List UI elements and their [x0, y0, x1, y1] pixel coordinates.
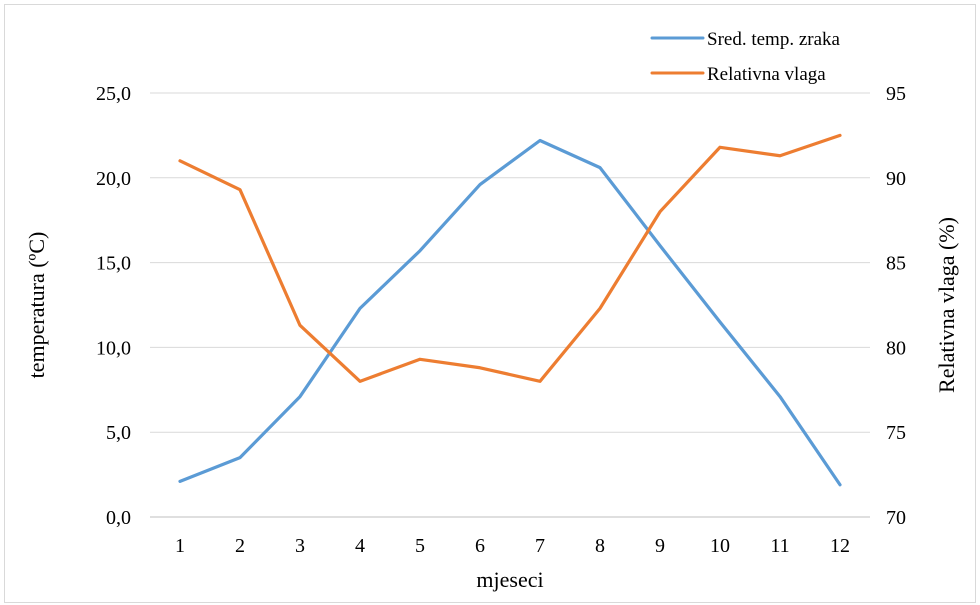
x-axis-ticks: 1 2 3 4 5 6 7 8 9 10 11 12	[175, 535, 850, 557]
y2-tick-label: 80	[886, 337, 906, 359]
series-lines	[178, 133, 842, 487]
y2-tick-label: 95	[886, 83, 906, 105]
y2-tick-label: 90	[886, 168, 906, 190]
chart-frame	[4, 4, 976, 603]
x-tick-label: 1	[175, 535, 185, 557]
x-tick-label: 7	[535, 535, 545, 557]
x-tick-label: 8	[595, 535, 605, 557]
y-axis-title: temperatura (ºC)	[24, 232, 49, 379]
x-tick-label: 10	[710, 535, 730, 557]
legend: Sred. temp. zraka Relativna vlaga	[650, 29, 841, 85]
x-tick-label: 4	[355, 535, 365, 557]
y2-tick-label: 85	[886, 253, 906, 275]
x-tick-label: 5	[415, 535, 425, 557]
y-tick-label: 25,0	[96, 83, 131, 105]
temperature-series-line	[178, 138, 842, 487]
y-tick-label: 10,0	[96, 337, 131, 359]
legend-label-temperature: Sred. temp. zraka	[707, 29, 841, 50]
y-tick-label: 5,0	[106, 422, 131, 444]
x-tick-label: 9	[655, 535, 665, 557]
y-tick-label: 20,0	[96, 168, 131, 190]
x-tick-label: 3	[295, 535, 305, 557]
gridlines	[150, 92, 870, 518]
x-tick-label: 12	[830, 535, 850, 557]
x-axis-title: mjeseci	[476, 567, 543, 592]
y-tick-label: 15,0	[96, 253, 131, 275]
y2-tick-label: 70	[886, 507, 906, 529]
humidity-series-line	[178, 133, 842, 383]
y2-tick-label: 75	[886, 422, 906, 444]
legend-label-humidity: Relativna vlaga	[707, 64, 826, 85]
x-tick-label: 11	[770, 535, 789, 557]
x-tick-label: 2	[235, 535, 245, 557]
y2-axis-title: Relativna vlaga (%)	[934, 217, 959, 393]
left-axis-ticks: 0,0 5,0 10,0 15,0 20,0 25,0	[96, 83, 131, 529]
x-tick-label: 6	[475, 535, 485, 557]
right-axis-ticks: 70 75 80 85 90 95	[886, 83, 906, 529]
y-tick-label: 0,0	[106, 507, 131, 529]
